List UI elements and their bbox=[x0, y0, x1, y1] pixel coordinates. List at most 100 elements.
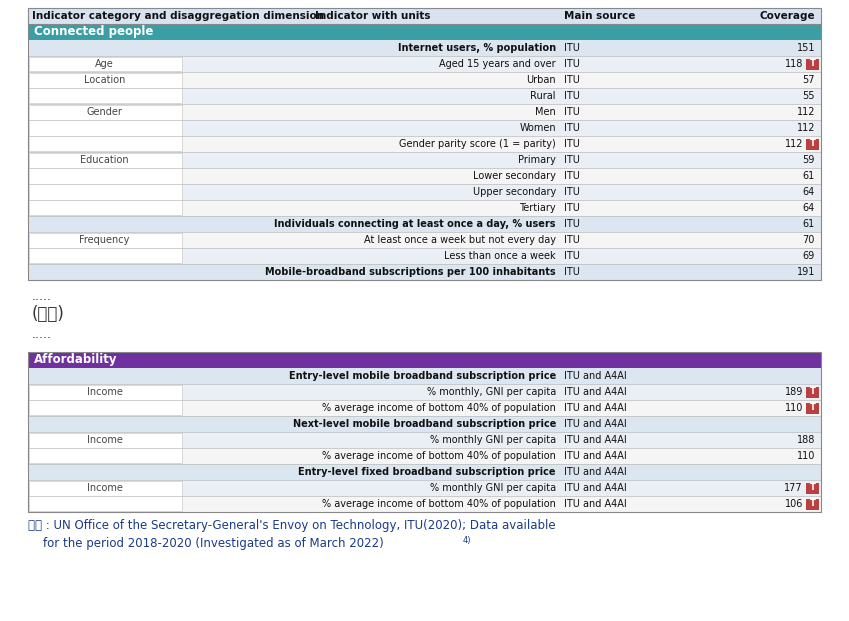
Text: ITU: ITU bbox=[564, 59, 580, 69]
Bar bbox=[806, 483, 819, 494]
Bar bbox=[28, 432, 821, 448]
Text: 106: 106 bbox=[784, 499, 803, 509]
Text: 4): 4) bbox=[463, 535, 471, 545]
Bar bbox=[806, 499, 819, 509]
Text: Income: Income bbox=[87, 483, 122, 493]
Bar bbox=[28, 448, 821, 464]
Text: Location: Location bbox=[84, 75, 125, 85]
Text: ITU: ITU bbox=[564, 219, 580, 229]
Bar bbox=[806, 402, 819, 414]
Text: % monthly GNI per capita: % monthly GNI per capita bbox=[430, 483, 556, 493]
Text: ITU and A4AI: ITU and A4AI bbox=[564, 467, 627, 477]
Text: ITU: ITU bbox=[564, 267, 580, 277]
Text: 61: 61 bbox=[803, 219, 815, 229]
Text: T: T bbox=[810, 140, 815, 148]
Text: Less than once a week: Less than once a week bbox=[444, 251, 556, 261]
Bar bbox=[28, 184, 821, 200]
Bar bbox=[28, 464, 821, 480]
Bar bbox=[29, 433, 182, 463]
Text: Internet users, % population: Internet users, % population bbox=[398, 43, 556, 53]
Text: 189: 189 bbox=[784, 387, 803, 397]
Bar bbox=[28, 8, 821, 280]
Text: 61: 61 bbox=[803, 171, 815, 181]
Bar bbox=[28, 8, 821, 24]
Text: 151: 151 bbox=[796, 43, 815, 53]
Text: Gender parity score (1 = parity): Gender parity score (1 = parity) bbox=[399, 139, 556, 149]
Text: .....: ..... bbox=[32, 289, 52, 302]
Bar bbox=[28, 384, 821, 400]
Text: 177: 177 bbox=[784, 483, 803, 493]
Text: 64: 64 bbox=[803, 203, 815, 213]
Text: ITU: ITU bbox=[564, 91, 580, 101]
Bar bbox=[28, 352, 821, 512]
Text: ITU: ITU bbox=[564, 75, 580, 85]
Bar bbox=[29, 105, 182, 151]
Text: ITU: ITU bbox=[564, 171, 580, 181]
Text: T: T bbox=[810, 388, 815, 396]
Bar bbox=[28, 104, 821, 120]
Text: 110: 110 bbox=[784, 403, 803, 413]
Bar bbox=[806, 386, 819, 397]
Bar bbox=[28, 120, 821, 136]
Text: ITU: ITU bbox=[564, 43, 580, 53]
Text: ITU: ITU bbox=[564, 187, 580, 197]
Text: ITU and A4AI: ITU and A4AI bbox=[564, 435, 627, 445]
Text: ITU: ITU bbox=[564, 107, 580, 117]
Text: ITU: ITU bbox=[564, 139, 580, 149]
Text: T: T bbox=[810, 484, 815, 492]
Text: Individuals connecting at least once a day, % users: Individuals connecting at least once a d… bbox=[274, 219, 556, 229]
Text: Aged 15 years and over: Aged 15 years and over bbox=[440, 59, 556, 69]
Text: Education: Education bbox=[80, 155, 129, 165]
Text: ITU and A4AI: ITU and A4AI bbox=[564, 483, 627, 493]
Bar bbox=[28, 136, 821, 152]
Text: 57: 57 bbox=[802, 75, 815, 85]
Text: At least once a week but not every day: At least once a week but not every day bbox=[364, 235, 556, 245]
Text: Indicator with units: Indicator with units bbox=[315, 11, 430, 21]
Text: ITU: ITU bbox=[564, 123, 580, 133]
Bar bbox=[28, 480, 821, 496]
Bar bbox=[28, 264, 821, 280]
Bar bbox=[28, 496, 821, 512]
Text: 118: 118 bbox=[784, 59, 803, 69]
Text: Primary: Primary bbox=[518, 155, 556, 165]
Text: 188: 188 bbox=[796, 435, 815, 445]
Bar bbox=[29, 57, 182, 71]
Bar bbox=[28, 216, 821, 232]
Bar bbox=[29, 73, 182, 103]
Bar bbox=[29, 153, 182, 215]
Bar bbox=[28, 400, 821, 416]
Text: ITU: ITU bbox=[564, 203, 580, 213]
Text: ITU and A4AI: ITU and A4AI bbox=[564, 371, 627, 381]
Text: Entry-level fixed broadband subscription price: Entry-level fixed broadband subscription… bbox=[299, 467, 556, 477]
Text: Coverage: Coverage bbox=[759, 11, 815, 21]
Text: Affordability: Affordability bbox=[34, 353, 117, 366]
Text: 112: 112 bbox=[796, 123, 815, 133]
Text: 55: 55 bbox=[802, 91, 815, 101]
Text: 191: 191 bbox=[796, 267, 815, 277]
Text: Entry-level mobile broadband subscription price: Entry-level mobile broadband subscriptio… bbox=[289, 371, 556, 381]
Bar bbox=[29, 385, 182, 415]
Text: Mobile-broadband subscriptions per 100 inhabitants: Mobile-broadband subscriptions per 100 i… bbox=[266, 267, 556, 277]
Bar bbox=[28, 72, 821, 88]
Bar bbox=[28, 368, 821, 384]
Text: ITU and A4AI: ITU and A4AI bbox=[564, 419, 627, 429]
Text: Rural: Rural bbox=[531, 91, 556, 101]
Bar bbox=[28, 232, 821, 248]
Text: Women: Women bbox=[520, 123, 556, 133]
Text: Income: Income bbox=[87, 435, 122, 445]
Text: Tertiary: Tertiary bbox=[520, 203, 556, 213]
Bar bbox=[28, 152, 821, 168]
Text: ITU: ITU bbox=[564, 155, 580, 165]
Text: ITU and A4AI: ITU and A4AI bbox=[564, 499, 627, 509]
Text: Next-level mobile broadband subscription price: Next-level mobile broadband subscription… bbox=[293, 419, 556, 429]
Bar bbox=[28, 352, 821, 368]
Text: (중략): (중략) bbox=[32, 305, 65, 323]
Text: T: T bbox=[810, 404, 815, 412]
Text: % monthly GNI per capita: % monthly GNI per capita bbox=[430, 435, 556, 445]
Text: 70: 70 bbox=[802, 235, 815, 245]
Text: Men: Men bbox=[535, 107, 556, 117]
Text: ITU and A4AI: ITU and A4AI bbox=[564, 451, 627, 461]
Text: 112: 112 bbox=[784, 139, 803, 149]
Text: % monthly, GNI per capita: % monthly, GNI per capita bbox=[427, 387, 556, 397]
Bar bbox=[28, 88, 821, 104]
